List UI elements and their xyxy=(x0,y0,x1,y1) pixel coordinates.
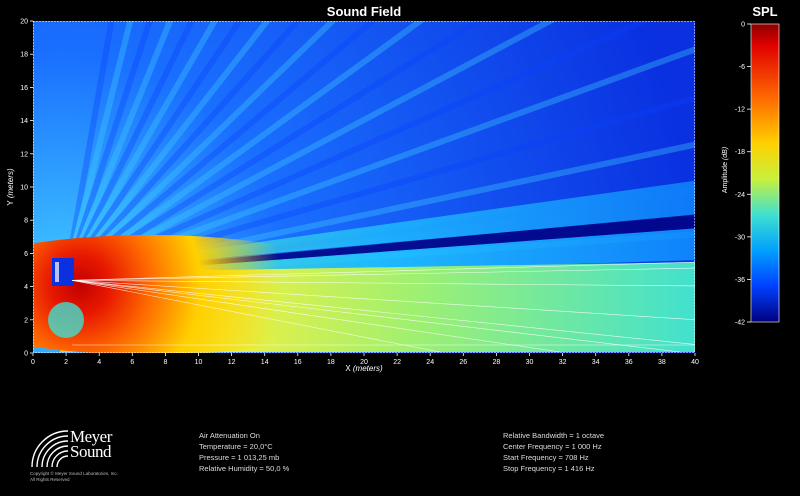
colorbar-tick-label: -24 xyxy=(735,192,745,199)
x-tick-label: 34 xyxy=(592,359,600,366)
coverage-line xyxy=(72,280,695,287)
ray xyxy=(64,21,337,281)
ray xyxy=(63,21,244,280)
colorbar-tick-label: -6 xyxy=(739,64,745,71)
info-start-frequency: Start Frequency = 708 Hz xyxy=(503,453,589,462)
x-tick-label: 22 xyxy=(393,359,401,366)
x-tick-label: 8 xyxy=(163,359,167,366)
y-axis-label: Y (meters) xyxy=(6,168,15,206)
ray xyxy=(64,21,378,281)
colorbar-tick-label: 0 xyxy=(741,22,745,29)
y-tick-label: 0 xyxy=(24,351,28,358)
y-tick-label: 18 xyxy=(20,52,28,59)
coverage-line xyxy=(72,280,561,353)
y-tick-label: 4 xyxy=(24,284,28,291)
x-tick-label: 32 xyxy=(559,359,567,366)
y-axis: 0 2 4 6 8 10 12 14 16 18 20 xyxy=(20,19,33,358)
x-tick-label: 30 xyxy=(526,359,534,366)
coverage-line xyxy=(72,267,695,281)
colorbar xyxy=(750,23,780,323)
x-tick-label: 2 xyxy=(64,359,68,366)
colorbar-tick-label: -12 xyxy=(735,107,745,114)
coverage-lines xyxy=(72,261,695,353)
info-pressure: Pressure = 1 013,25 mb xyxy=(199,453,280,462)
ray xyxy=(64,21,557,281)
y-tick-label: 2 xyxy=(24,317,28,324)
x-tick-label: 24 xyxy=(426,359,434,366)
colorbar-tick-label: -30 xyxy=(735,234,745,241)
colorbar-tick-label: -42 xyxy=(735,320,745,327)
x-tick-label: 16 xyxy=(294,359,302,366)
ray xyxy=(65,94,695,282)
ray xyxy=(65,46,695,282)
ray xyxy=(64,21,426,281)
meyer-sound-logo: Meyer Sound Copyright © Meyer Sound Labo… xyxy=(30,427,130,483)
coverage-line xyxy=(72,280,441,353)
x-tick-label: 10 xyxy=(195,359,203,366)
coverage-line xyxy=(72,280,695,320)
logo-copyright: Copyright © Meyer Sound Laboratories, In… xyxy=(30,471,118,482)
x-tick-label: 12 xyxy=(228,359,236,366)
x-tick-label: 18 xyxy=(327,359,335,366)
x-tick-label: 4 xyxy=(97,359,101,366)
x-tick-label: 20 xyxy=(360,359,368,366)
y-tick-label: 14 xyxy=(20,118,28,125)
ray xyxy=(64,21,652,282)
x-tick-label: 28 xyxy=(493,359,501,366)
colorbar-tick-label: -36 xyxy=(735,277,745,284)
colorbar-tick-label: -18 xyxy=(735,149,745,156)
y-tick-label: 12 xyxy=(20,151,28,158)
logo-mark-icon xyxy=(31,430,69,468)
y-tick-label: 20 xyxy=(20,19,28,26)
environment-info: Air Attenuation On Temperature = 20,0°C … xyxy=(199,430,289,474)
info-temperature: Temperature = 20,0°C xyxy=(199,442,273,451)
ray xyxy=(63,21,153,280)
info-humidity: Relative Humidity = 50,0 % xyxy=(199,464,290,473)
coverage-line xyxy=(72,280,681,353)
x-tick-label: 40 xyxy=(691,359,699,366)
near-field-lobe xyxy=(48,302,84,338)
ray xyxy=(63,21,271,281)
plot-border xyxy=(33,21,695,353)
info-stop-frequency: Stop Frequency = 1 416 Hz xyxy=(503,464,595,473)
x-tick-label: 38 xyxy=(658,359,666,366)
x-tick-label: 14 xyxy=(261,359,269,366)
x-tick-label: 26 xyxy=(459,359,467,366)
x-axis-label: X (meters) xyxy=(345,364,383,373)
y-tick-label: 10 xyxy=(20,185,28,192)
x-tick-label: 36 xyxy=(625,359,633,366)
colorbar-ticks: 0 -6 -12 -18 -24 -30 -36 -42 xyxy=(735,22,751,327)
ray xyxy=(63,21,134,280)
coverage-line xyxy=(72,261,695,281)
info-air-attenuation: Air Attenuation On xyxy=(199,431,260,440)
ray xyxy=(63,21,115,279)
y-tick-label: 8 xyxy=(24,218,28,225)
coverage-line xyxy=(72,280,695,345)
ray xyxy=(63,21,219,280)
plot-area xyxy=(33,21,695,353)
colorbar-label: Amplitude (dB) xyxy=(722,147,729,193)
colorbar-title: SPL xyxy=(752,4,777,19)
chart-title: Sound Field xyxy=(327,4,401,19)
ray xyxy=(63,21,302,281)
frequency-info: Relative Bandwidth = 1 octave Center Fre… xyxy=(503,430,604,474)
y-tick-label: 6 xyxy=(24,251,28,258)
speaker-element xyxy=(55,262,59,282)
ray xyxy=(64,21,484,281)
ray xyxy=(63,21,174,280)
x-axis: 0 2 4 6 8 10 12 14 16 18 20 22 24 26 28 30 32 34 36 38 40 xyxy=(31,353,699,366)
logo-wordmark: Meyer Sound xyxy=(70,427,112,461)
x-tick-label: 6 xyxy=(130,359,134,366)
y-tick-label: 16 xyxy=(20,85,28,92)
info-bandwidth: Relative Bandwidth = 1 octave xyxy=(503,431,605,440)
sound-field-chart: Sound Field 0 2 4 6 8 10 12 14 16 18 20 22 24 26 28 30 3… xyxy=(6,4,780,373)
info-center-frequency: Center Frequency = 1 000 Hz xyxy=(503,442,602,451)
x-tick-label: 0 xyxy=(31,359,35,366)
ray xyxy=(63,21,195,280)
